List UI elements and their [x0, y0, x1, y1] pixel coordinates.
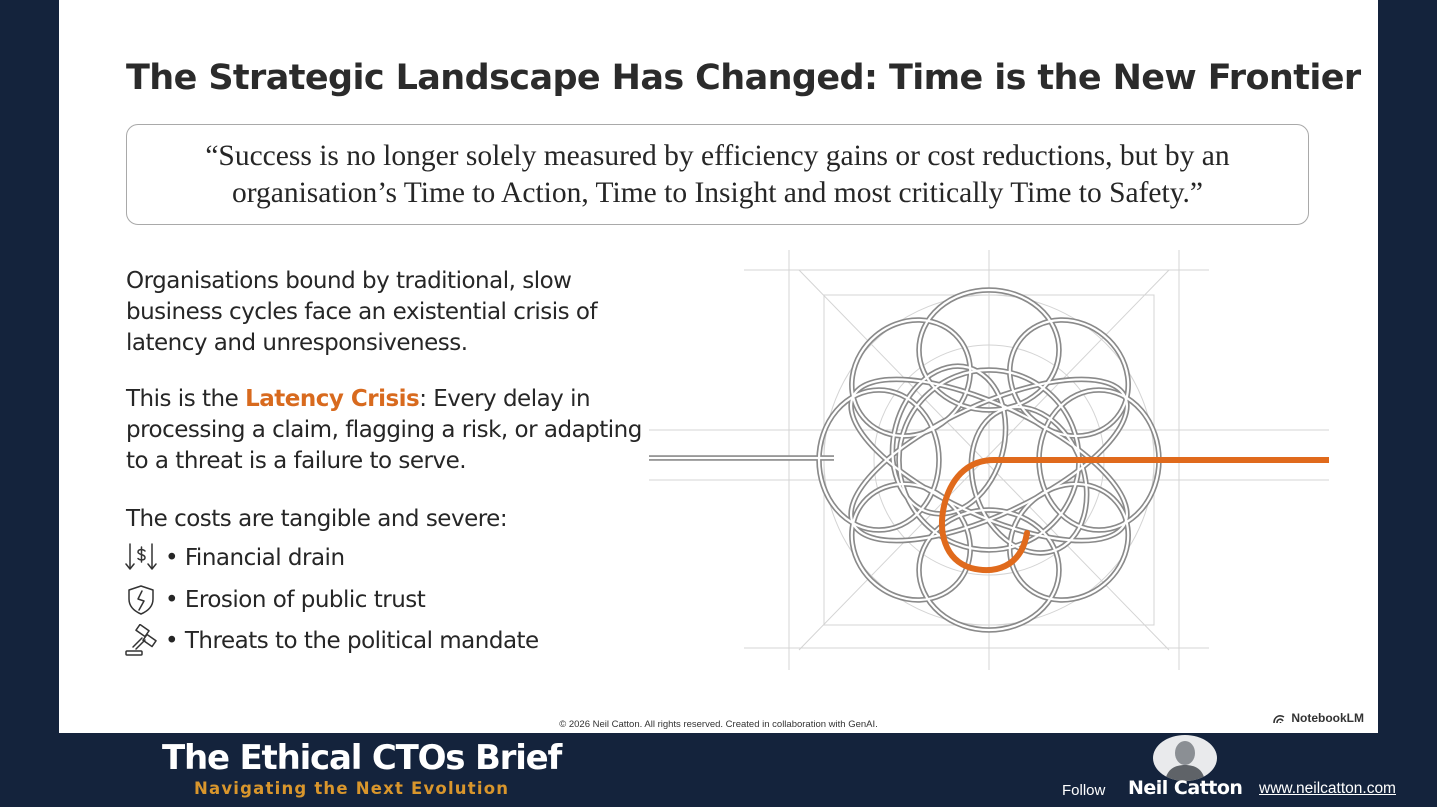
gavel-icon — [125, 624, 157, 656]
latency-crisis-highlight: Latency Crisis — [245, 386, 420, 412]
cost-label-financial: • Financial drain — [165, 545, 345, 571]
paragraph-suffix: : Every delay in processing a claim, fla… — [126, 386, 642, 474]
quote-text: “Success is no longer solely measured by… — [205, 139, 1230, 209]
cost-label-mandate: • Threats to the political mandate — [165, 628, 539, 654]
cost-item-mandate: • Threats to the political mandate — [123, 624, 539, 658]
quote-box: “Success is no longer solely measured by… — [126, 124, 1309, 225]
paragraph-latency-context: Organisations bound by traditional, slow… — [126, 268, 598, 356]
avatar-portrait-icon — [1165, 741, 1205, 781]
cost-item-trust: • Erosion of public trust — [123, 583, 426, 617]
cost-item-financial: • Financial drain — [123, 541, 345, 575]
slide-title: The Strategic Landscape Has Changed: Tim… — [126, 58, 1361, 98]
copyright-notice: © 2026 Neil Catton. All rights reserved.… — [559, 719, 878, 730]
follow-label: Follow — [1062, 782, 1106, 799]
paragraph-prefix: This is the — [126, 386, 246, 412]
brand-subtitle: Navigating the Next Evolution — [194, 779, 510, 798]
dollar-down-arrow-icon — [125, 543, 157, 570]
paragraph-latency-crisis: This is the Latency Crisis: Every delay … — [126, 384, 646, 477]
avatar[interactable] — [1153, 735, 1217, 781]
tangled-knot-arrow-illustration — [649, 250, 1329, 670]
author-name[interactable]: Neil Catton — [1128, 777, 1243, 799]
broken-shield-icon — [128, 585, 154, 615]
brand-title: The Ethical CTOs Brief — [162, 738, 562, 778]
cost-label-trust: • Erosion of public trust — [165, 587, 426, 613]
website-link[interactable]: www.neilcatton.com — [1259, 780, 1396, 797]
notebooklm-logo-icon — [1273, 714, 1285, 723]
slide: The Strategic Landscape Has Changed: Tim… — [59, 0, 1378, 733]
notebooklm-label: NotebookLM — [1291, 711, 1364, 725]
notebooklm-watermark: NotebookLM — [1273, 711, 1364, 725]
costs-intro: The costs are tangible and severe: — [126, 506, 508, 532]
